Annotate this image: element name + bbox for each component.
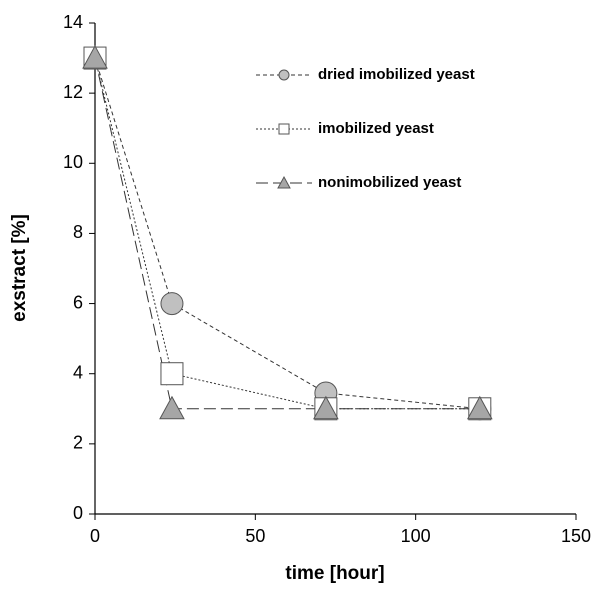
- marker: [466, 395, 493, 420]
- legend-marker: [278, 123, 290, 135]
- y-axis-label: exstract [%]: [9, 214, 30, 322]
- marker: [160, 292, 184, 316]
- legend-marker: [278, 69, 290, 81]
- y-tick-label: 12: [63, 82, 83, 102]
- series-line: [94, 57, 480, 410]
- y-tick-label: 14: [63, 12, 83, 32]
- y-tick-label: 0: [73, 503, 83, 523]
- series-line: [94, 57, 480, 410]
- legend-label: imobilized yeast: [318, 120, 434, 137]
- legend-marker: [277, 175, 291, 189]
- y-tick-label: 4: [73, 362, 83, 382]
- x-axis-label: time [hour]: [285, 563, 384, 584]
- x-tick-label: 100: [401, 526, 431, 546]
- legend-label: nonimobilized yeast: [318, 174, 461, 191]
- x-tick-label: 0: [90, 526, 100, 546]
- series-line: [94, 57, 480, 410]
- x-tick-label: 50: [245, 526, 265, 546]
- marker: [159, 395, 185, 420]
- y-tick-label: 8: [73, 222, 83, 242]
- y-tick-label: 2: [73, 433, 83, 453]
- marker: [313, 395, 339, 420]
- marker: [82, 45, 108, 69]
- legend-label: dried imobilized yeast: [318, 66, 475, 83]
- x-tick-label: 150: [561, 526, 591, 546]
- marker: [160, 362, 184, 386]
- y-tick-label: 6: [73, 292, 83, 312]
- y-tick-label: 10: [63, 152, 83, 172]
